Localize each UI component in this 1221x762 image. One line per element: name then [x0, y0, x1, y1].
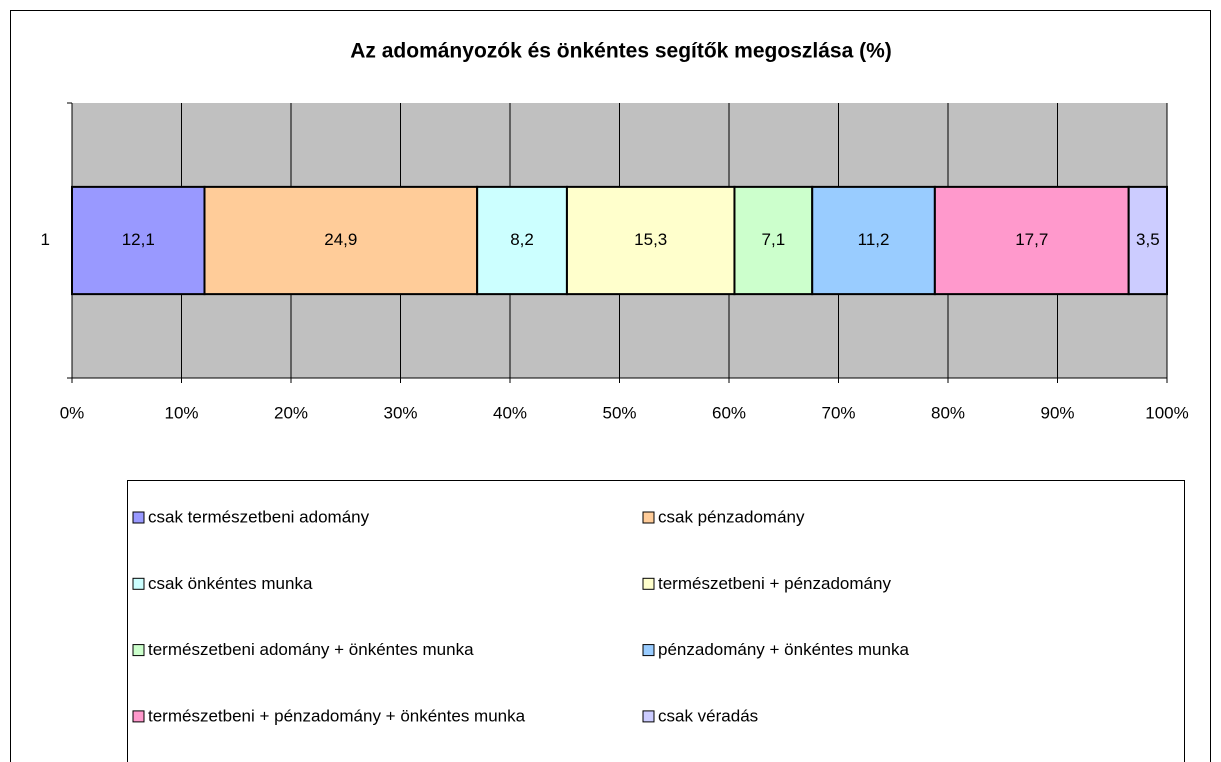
legend-label: csak véradás [658, 706, 758, 725]
data-label: 24,9 [324, 230, 357, 249]
y-tick-label: 1 [41, 230, 50, 249]
legend-label: természetbeni + pénzadomány + önkéntes m… [148, 706, 526, 725]
x-tick-label: 10% [164, 403, 198, 422]
legend-label: csak pénzadomány [658, 507, 805, 526]
data-label: 15,3 [634, 230, 667, 249]
data-label: 7,1 [762, 230, 786, 249]
legend-label: csak természetbeni adomány [148, 507, 370, 526]
legend-swatch [642, 511, 655, 524]
data-label: 3,5 [1136, 230, 1160, 249]
data-label: 11,2 [858, 230, 890, 249]
chart-title: Az adományozók és önkéntes segítők megos… [350, 40, 892, 63]
x-tick-label: 70% [821, 403, 855, 422]
x-tick-label: 50% [602, 403, 636, 422]
bar-segment [933, 185, 1130, 296]
legend-swatch [132, 710, 145, 723]
x-tick-label: 80% [931, 403, 965, 422]
legend-swatch [132, 511, 145, 524]
bar-segment [1127, 185, 1169, 296]
data-label: 17,7 [1015, 230, 1048, 249]
x-tick-label: 90% [1040, 403, 1074, 422]
bar-segment [811, 185, 936, 296]
legend-label: természetbeni adomány + önkéntes munka [148, 640, 474, 659]
legend-swatch [642, 644, 655, 657]
legend-swatch [642, 577, 655, 590]
bar-segment [733, 185, 814, 296]
x-tick-label: 20% [274, 403, 308, 422]
legend-label: pénzadomány + önkéntes munka [658, 640, 909, 659]
legend-swatch [132, 644, 145, 657]
legend-label: csak önkéntes munka [148, 574, 313, 593]
legend-swatch [132, 577, 145, 590]
legend [127, 480, 1185, 762]
x-tick-label: 100% [1145, 403, 1188, 422]
bar-segment [476, 185, 568, 296]
x-tick-label: 30% [383, 403, 417, 422]
x-tick-label: 0% [60, 403, 85, 422]
data-label: 12,1 [122, 230, 155, 249]
x-tick-label: 40% [493, 403, 527, 422]
x-tick-label: 60% [712, 403, 746, 422]
data-label: 8,2 [510, 230, 534, 249]
legend-swatch [642, 710, 655, 723]
legend-label: természetbeni + pénzadomány [658, 574, 891, 593]
